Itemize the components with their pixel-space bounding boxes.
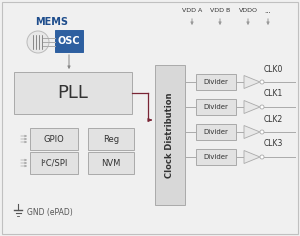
Text: VDDO: VDDO <box>238 8 257 13</box>
Bar <box>30 152 78 174</box>
Text: Divider: Divider <box>204 104 228 110</box>
Text: Divider: Divider <box>204 79 228 85</box>
Text: OSC: OSC <box>58 36 80 46</box>
Bar <box>196 99 236 115</box>
Text: CLK2: CLK2 <box>264 114 283 123</box>
Text: GND (ePAD): GND (ePAD) <box>27 207 73 216</box>
Text: MEMS: MEMS <box>35 17 68 27</box>
Text: GPIO: GPIO <box>44 135 64 143</box>
Text: VDD A: VDD A <box>182 8 202 13</box>
Polygon shape <box>244 151 260 164</box>
Text: ...: ... <box>265 8 272 14</box>
Bar <box>55 30 83 52</box>
Polygon shape <box>244 76 260 88</box>
Bar <box>88 152 134 174</box>
Text: Reg: Reg <box>103 135 119 143</box>
Bar <box>196 149 236 165</box>
Text: CLK0: CLK0 <box>264 64 284 73</box>
Text: Clock Distribution: Clock Distribution <box>166 92 175 178</box>
Bar <box>88 128 134 150</box>
Text: PLL: PLL <box>58 84 88 102</box>
Text: Divider: Divider <box>204 154 228 160</box>
Circle shape <box>27 31 49 53</box>
Bar <box>14 72 132 114</box>
Text: VDD B: VDD B <box>210 8 230 13</box>
Polygon shape <box>244 101 260 114</box>
Bar <box>196 124 236 140</box>
Polygon shape <box>244 126 260 139</box>
Bar <box>155 65 185 205</box>
Text: CLK3: CLK3 <box>264 139 284 148</box>
Bar <box>30 128 78 150</box>
Circle shape <box>260 80 264 84</box>
Circle shape <box>260 155 264 159</box>
Circle shape <box>260 130 264 134</box>
Circle shape <box>260 105 264 109</box>
Text: I²C/SPI: I²C/SPI <box>40 159 68 168</box>
Text: CLK1: CLK1 <box>264 89 283 98</box>
Text: Divider: Divider <box>204 129 228 135</box>
Bar <box>196 74 236 90</box>
Text: NVM: NVM <box>101 159 121 168</box>
